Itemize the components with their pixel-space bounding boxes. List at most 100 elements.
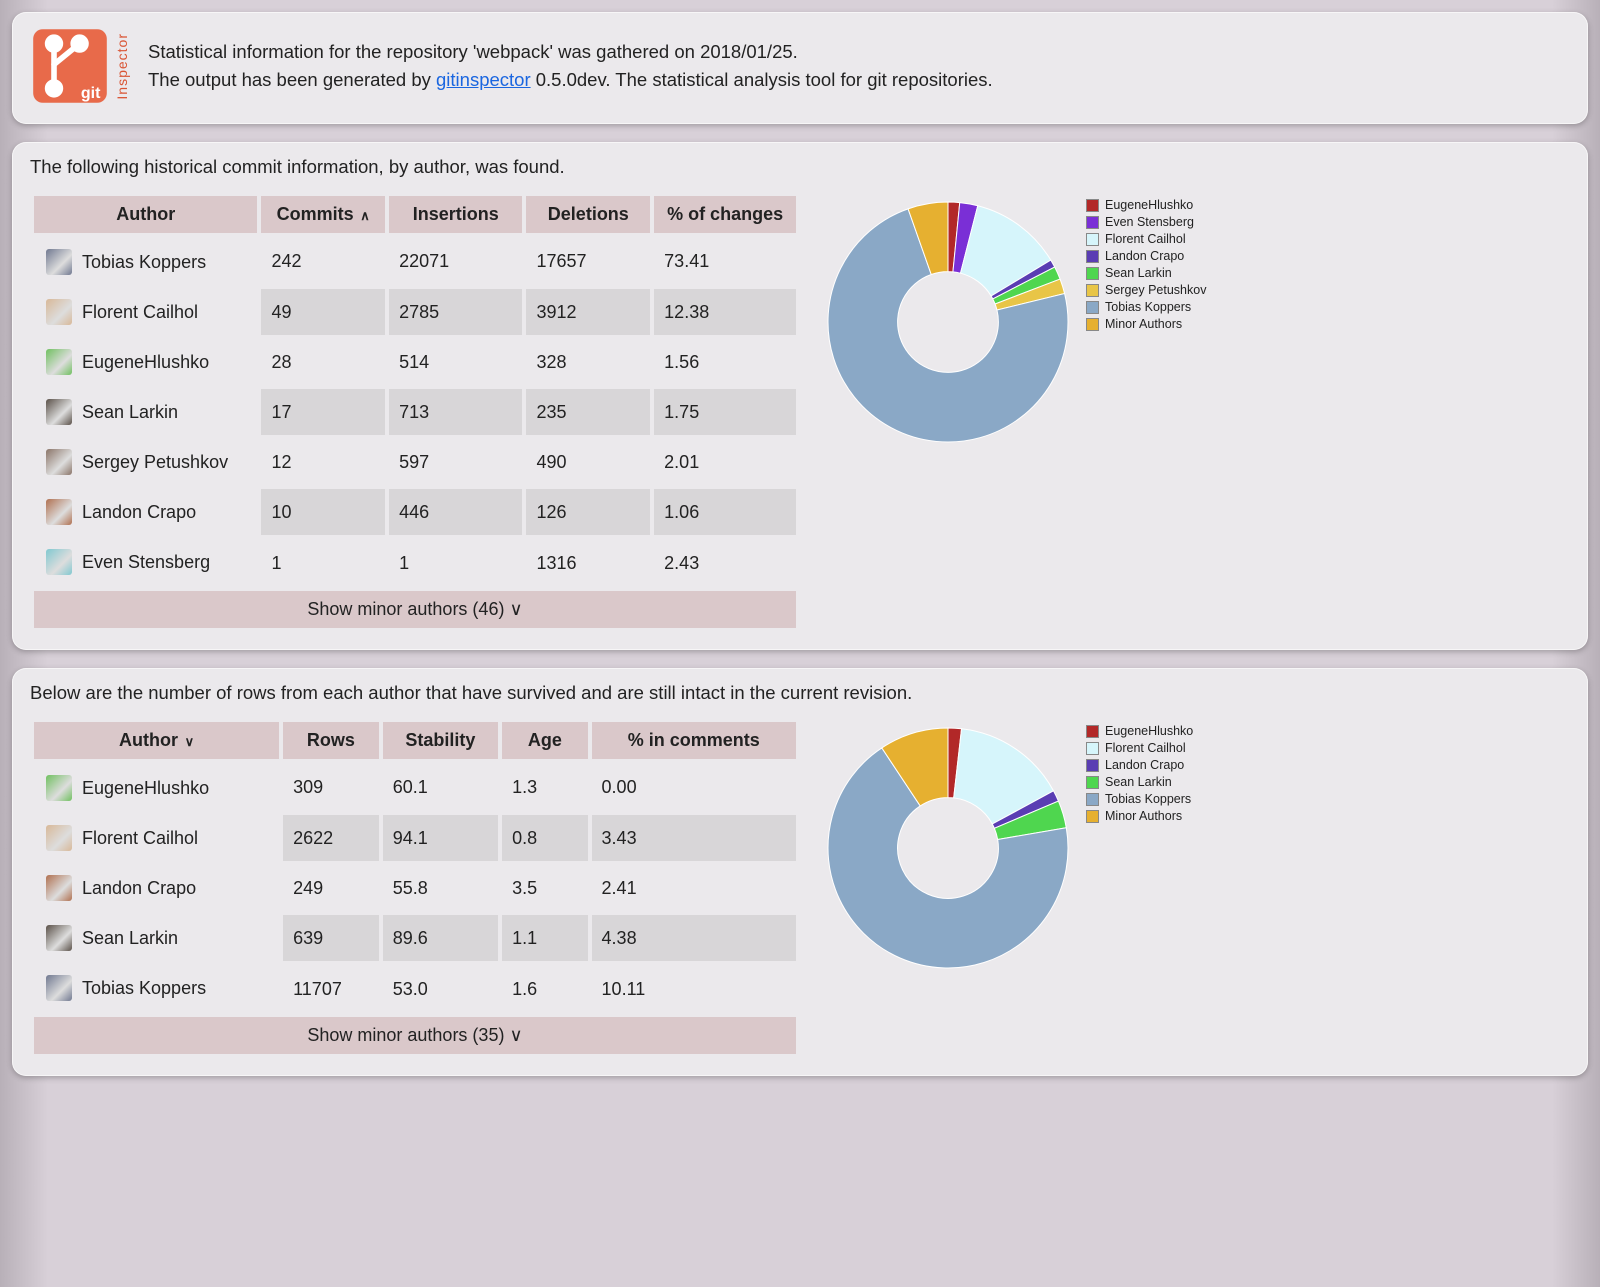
author-cell: Sean Larkin: [32, 387, 257, 437]
column-header[interactable]: Author: [32, 194, 259, 235]
cell: 22071: [387, 235, 524, 287]
logo: git Inspector: [30, 26, 130, 106]
cell: 11707: [281, 963, 381, 1015]
avatar: [46, 925, 72, 951]
cell: 1316: [524, 537, 652, 589]
cell: 55.8: [381, 863, 500, 913]
table-row: Tobias Koppers242220711765773.41: [32, 235, 798, 287]
cell: 446: [387, 487, 524, 537]
commits-chart: EugeneHlushkoEven StensbergFlorent Cailh…: [818, 192, 1570, 452]
cell: 514: [387, 337, 524, 387]
author-cell: Landon Crapo: [32, 863, 279, 913]
avatar: [46, 249, 72, 275]
author-cell: Florent Cailhol: [32, 813, 279, 863]
column-header[interactable]: Insertions: [387, 194, 524, 235]
cell: 53.0: [381, 963, 500, 1015]
legend-item: Florent Cailhol: [1086, 741, 1193, 755]
legend-swatch: [1086, 199, 1099, 212]
legend-swatch: [1086, 233, 1099, 246]
survived-donut-chart: [818, 718, 1078, 978]
cell: 1.6: [500, 963, 589, 1015]
legend-item: Landon Crapo: [1086, 758, 1193, 772]
cell: 73.41: [652, 235, 798, 287]
commits-desc: The following historical commit informat…: [30, 156, 1570, 178]
gitinspector-link[interactable]: gitinspector: [436, 69, 531, 90]
survived-table: Author ∨RowsStabilityAge% in comments Eu…: [30, 718, 800, 1058]
author-cell: Landon Crapo: [32, 487, 257, 537]
cell: 10.11: [590, 963, 798, 1015]
author-cell: Florent Cailhol: [32, 287, 257, 337]
legend-item: Even Stensberg: [1086, 215, 1206, 229]
legend-item: Sean Larkin: [1086, 266, 1206, 280]
column-header[interactable]: Commits ∧: [259, 194, 387, 235]
legend-item: Landon Crapo: [1086, 249, 1206, 263]
author-cell: Even Stensberg: [32, 537, 257, 587]
author-name: Florent Cailhol: [82, 828, 198, 849]
cell: 28: [259, 337, 387, 387]
table-row: EugeneHlushko285143281.56: [32, 337, 798, 387]
column-header[interactable]: Rows: [281, 720, 381, 761]
legend-item: Sergey Petushkov: [1086, 283, 1206, 297]
cell: 0.8: [500, 813, 589, 863]
cell: 3.43: [590, 813, 798, 863]
avatar: [46, 875, 72, 901]
avatar: [46, 825, 72, 851]
legend-item: Minor Authors: [1086, 809, 1193, 823]
column-header[interactable]: Deletions: [524, 194, 652, 235]
legend-label: EugeneHlushko: [1105, 198, 1193, 212]
cell: 309: [281, 761, 381, 813]
cell: 328: [524, 337, 652, 387]
avatar: [46, 975, 72, 1001]
column-header[interactable]: % in comments: [590, 720, 798, 761]
survived-panel: Below are the number of rows from each a…: [12, 668, 1588, 1076]
table-row: Landon Crapo24955.83.52.41: [32, 863, 798, 913]
header-line2: The output has been generated by gitinsp…: [148, 66, 993, 94]
table-row: Sean Larkin177132351.75: [32, 387, 798, 437]
git-logo-icon: git: [30, 26, 110, 106]
legend-label: Sean Larkin: [1105, 775, 1172, 789]
column-header[interactable]: % of changes: [652, 194, 798, 235]
table-row: Sean Larkin63989.61.14.38: [32, 913, 798, 963]
legend-swatch: [1086, 759, 1099, 772]
avatar: [46, 499, 72, 525]
commits-table: AuthorCommits ∧InsertionsDeletions% of c…: [30, 192, 800, 632]
survived-legend: EugeneHlushko Florent Cailhol Landon Crapo…: [1086, 724, 1193, 823]
show-minor-authors-button[interactable]: Show minor authors (46) ∨: [32, 589, 798, 630]
author-cell: Tobias Koppers: [32, 963, 279, 1013]
cell: 3.5: [500, 863, 589, 913]
author-cell: Tobias Koppers: [32, 237, 257, 287]
author-name: Sergey Petushkov: [82, 452, 228, 473]
legend-item: EugeneHlushko: [1086, 198, 1206, 212]
cell: 1.56: [652, 337, 798, 387]
avatar: [46, 449, 72, 475]
cell: 490: [524, 437, 652, 487]
cell: 12.38: [652, 287, 798, 337]
cell: 1: [387, 537, 524, 589]
header-panel: git Inspector Statistical information fo…: [12, 12, 1588, 124]
author-name: Sean Larkin: [82, 402, 178, 423]
legend-item: Tobias Koppers: [1086, 300, 1206, 314]
legend-item: EugeneHlushko: [1086, 724, 1193, 738]
avatar: [46, 549, 72, 575]
cell: 3912: [524, 287, 652, 337]
cell: 2.43: [652, 537, 798, 589]
cell: 2785: [387, 287, 524, 337]
column-header[interactable]: Age: [500, 720, 589, 761]
cell: 0.00: [590, 761, 798, 813]
show-minor-authors-button[interactable]: Show minor authors (35) ∨: [32, 1015, 798, 1056]
table-row: EugeneHlushko30960.11.30.00: [32, 761, 798, 813]
column-header[interactable]: Author ∨: [32, 720, 281, 761]
author-name: Sean Larkin: [82, 928, 178, 949]
author-cell: Sean Larkin: [32, 913, 279, 963]
author-cell: EugeneHlushko: [32, 337, 257, 387]
column-header[interactable]: Stability: [381, 720, 500, 761]
legend-label: Tobias Koppers: [1105, 792, 1191, 806]
cell: 12: [259, 437, 387, 487]
legend-swatch: [1086, 284, 1099, 297]
legend-swatch: [1086, 725, 1099, 738]
author-cell: Sergey Petushkov: [32, 437, 257, 487]
survived-chart: EugeneHlushko Florent Cailhol Landon Crapo…: [818, 718, 1570, 978]
legend-label: Landon Crapo: [1105, 249, 1184, 263]
legend-swatch: [1086, 250, 1099, 263]
cell: 1.3: [500, 761, 589, 813]
